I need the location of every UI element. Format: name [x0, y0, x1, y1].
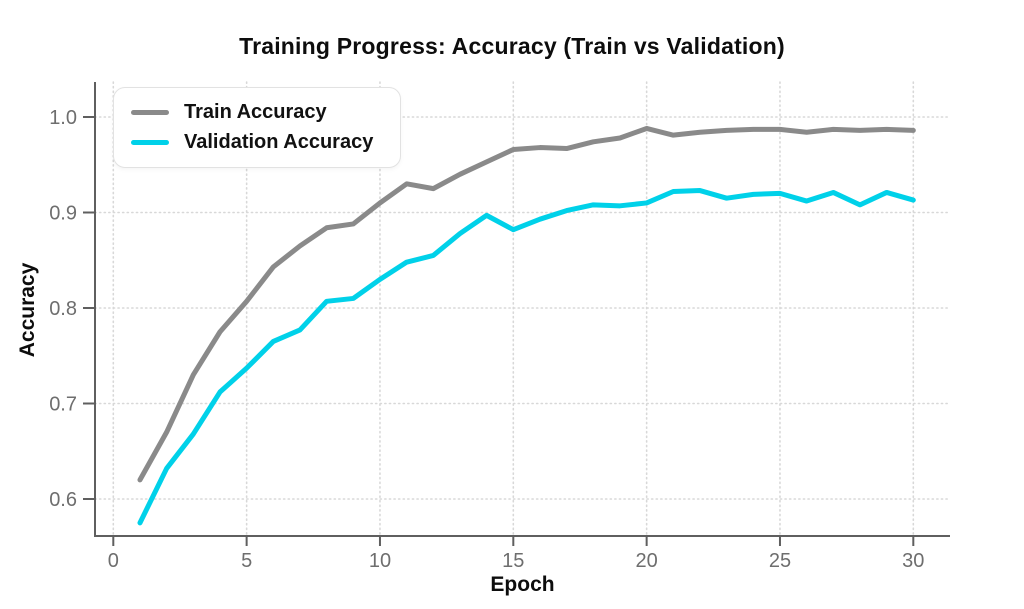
x-tick-label: 30: [902, 550, 924, 572]
chart-title: Training Progress: Accuracy (Train vs Va…: [239, 33, 785, 59]
y-tick-label: 0.8: [49, 298, 77, 320]
legend-item-train: Train Accuracy: [131, 101, 373, 124]
x-tick-label: 15: [502, 550, 524, 572]
legend-label-train: Train Accuracy: [184, 101, 327, 123]
y-tick-label: 1.0: [49, 107, 77, 129]
legend-item-validation: Validation Accuracy: [131, 131, 373, 154]
validation-line-swatch: [131, 140, 169, 145]
x-tick-label: 25: [769, 550, 791, 572]
x-tick-label: 0: [108, 550, 119, 572]
legend-box: Train Accuracy Validation Accuracy: [113, 87, 402, 168]
y-tick-label: 0.9: [49, 203, 77, 225]
legend-label-validation: Validation Accuracy: [184, 131, 374, 153]
x-axis-label: Epoch: [490, 573, 555, 596]
y-tick-label: 0.6: [49, 489, 77, 511]
x-tick-label: 20: [636, 550, 658, 572]
y-tick-label: 0.7: [49, 394, 77, 416]
series-line-validation: [137, 188, 916, 526]
train-line-swatch: [131, 110, 169, 115]
x-tick-label: 10: [369, 550, 391, 572]
series-line-train: [137, 125, 916, 483]
x-tick-label: 5: [241, 550, 252, 572]
